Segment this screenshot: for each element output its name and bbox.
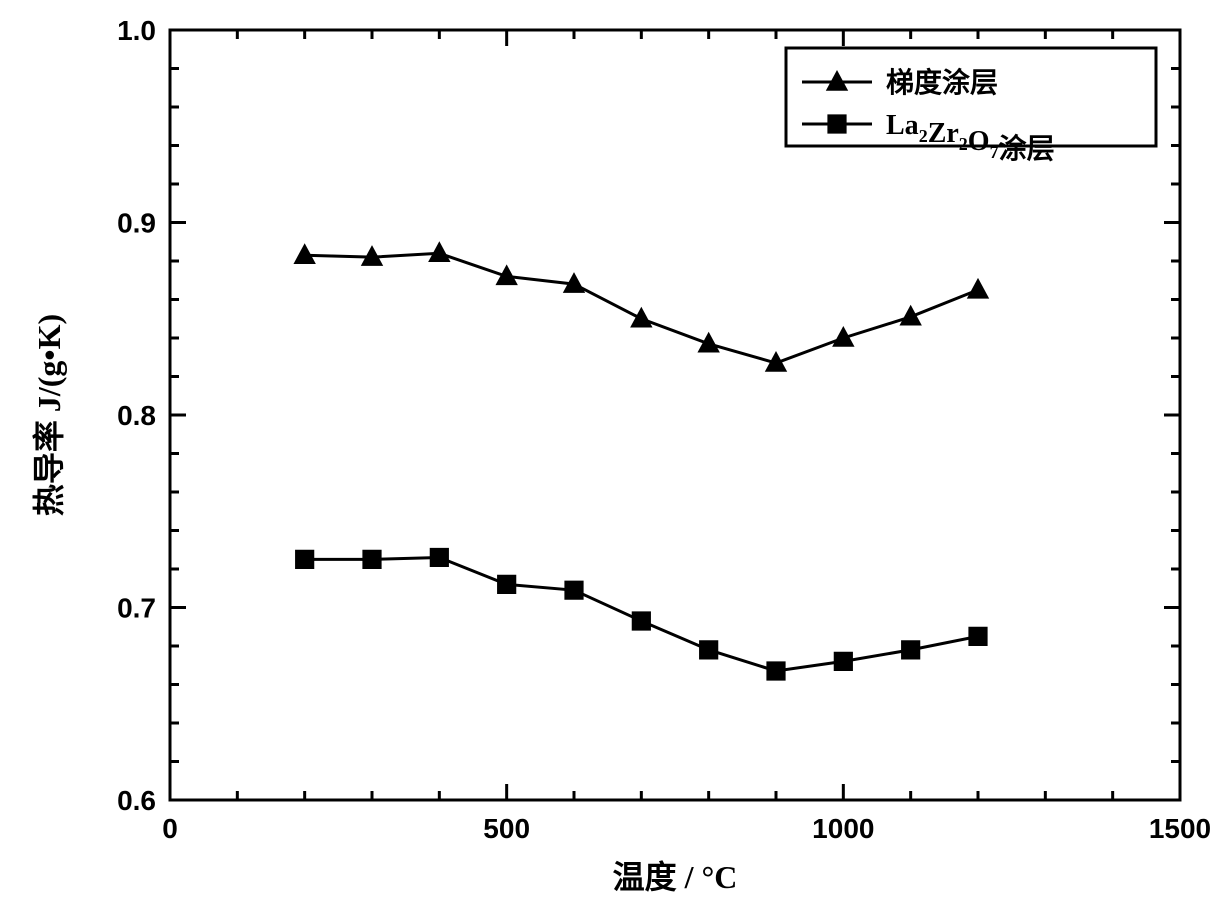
x-axis-label: 温度 / °C <box>613 859 738 895</box>
x-tick-label: 0 <box>162 813 178 844</box>
triangle-marker <box>428 241 450 262</box>
legend-label-la2zr2o7-coating: La2Zr2O7涂层 <box>886 110 1055 165</box>
square-marker <box>295 550 314 569</box>
square-marker <box>564 581 583 600</box>
x-tick-label: 1000 <box>812 813 874 844</box>
y-tick-label: 0.9 <box>117 208 156 239</box>
y-tick-label: 0.6 <box>117 785 156 816</box>
y-tick-label: 0.8 <box>117 400 156 431</box>
square-marker <box>968 627 987 646</box>
legend-triangle-icon <box>826 70 848 91</box>
y-axis-label: 热导率 J/(g•K) <box>31 314 67 516</box>
legend-label-gradient-coating: 梯度涂层 <box>886 66 998 99</box>
chart-svg: 0 500 1000 1500 0.6 0.7 0.8 0.9 1.0 温度 / °C 热导率 J/… <box>0 0 1218 920</box>
y-tick-label: 1.0 <box>117 15 156 46</box>
square-marker <box>766 661 785 680</box>
square-marker <box>632 611 651 630</box>
square-marker <box>497 575 516 594</box>
square-marker <box>834 652 853 671</box>
triangle-marker <box>967 278 989 299</box>
triangle-marker <box>630 307 652 328</box>
legend-square-icon <box>827 114 846 133</box>
x-tick-label: 1500 <box>1149 813 1211 844</box>
square-marker <box>699 640 718 659</box>
square-marker <box>362 550 381 569</box>
y-tick-label: 0.7 <box>117 593 156 624</box>
square-marker <box>430 548 449 567</box>
triangle-marker <box>293 243 315 264</box>
square-marker <box>901 640 920 659</box>
chart-container: 0 500 1000 1500 0.6 0.7 0.8 0.9 1.0 温度 / °C 热导率 J/… <box>0 0 1218 920</box>
x-tick-label: 500 <box>483 813 530 844</box>
